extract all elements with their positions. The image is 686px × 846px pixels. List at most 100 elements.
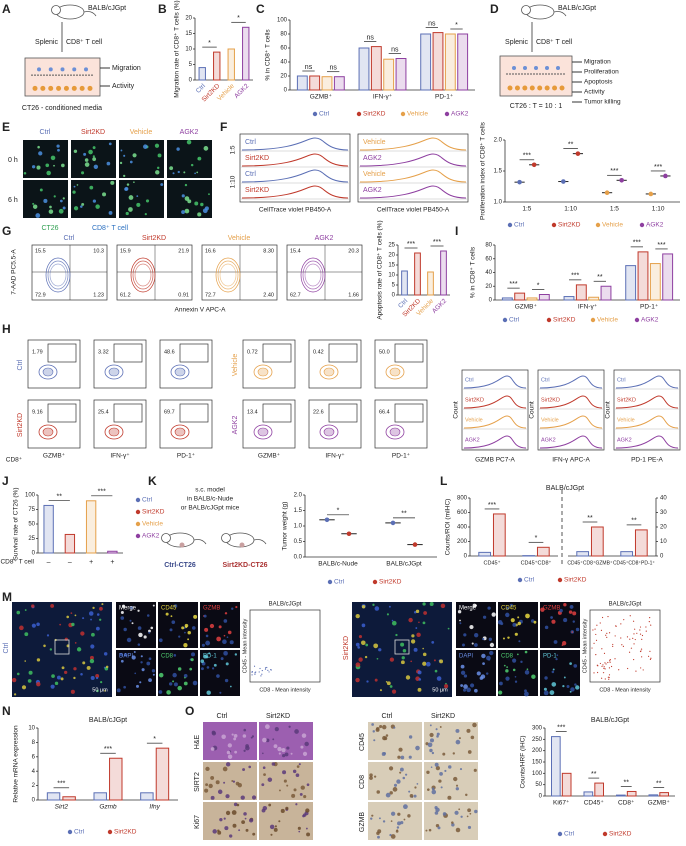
scatter-point [647,655,650,657]
cell [479,676,484,680]
cell [550,616,553,619]
cell [96,613,100,616]
cell [219,818,223,822]
cell [395,633,398,637]
cell [35,213,41,218]
cell [429,748,433,753]
cell [517,621,521,626]
cell [131,655,136,660]
y-tick-label: 4 [32,769,36,775]
cell [38,151,43,156]
cell [31,165,36,169]
contour [38,364,58,380]
label: BALB/cJGpt [609,602,642,608]
bar [213,51,221,81]
cell [431,751,435,755]
cell [95,673,100,678]
cell [575,685,580,690]
cell [433,659,436,662]
cell [165,612,169,616]
cell [154,143,160,148]
cell [411,634,415,638]
cell [422,652,427,657]
y-axis-label: Survival rate of CT26 (%) [13,488,20,561]
scatter-point [605,634,607,636]
cell [66,615,70,619]
cell [552,85,558,91]
scatter-point [629,638,631,640]
cell [291,793,296,798]
cell [431,787,435,791]
cell [469,624,474,630]
dot [346,531,352,537]
label: AGK2 [232,416,239,435]
cell [268,803,272,807]
sig-label: * [153,736,156,743]
scatter-point [615,625,617,627]
scatter-point [623,619,625,621]
cell [286,784,289,787]
panel-letter: N [2,704,11,718]
cell [439,726,442,728]
label: Merge [459,606,477,612]
cell [53,195,56,198]
cell [300,785,305,790]
cell [428,828,432,832]
sig-label: *** [104,746,112,753]
bar [414,252,421,296]
cell [277,746,282,752]
gate [113,403,143,423]
cell [21,685,27,690]
y-tick-label: 2.0 [494,138,503,144]
cell [211,667,215,670]
y-tick-label: 20 [485,284,492,290]
cell [409,794,414,798]
y-tick-label: 300 [532,726,543,732]
cell [177,685,182,691]
bar [309,75,321,91]
cell [422,602,426,606]
legend-label: Ctrl [564,831,575,838]
cell [417,687,422,692]
cell [389,685,393,688]
legend-label: Sirt2KD [142,509,165,516]
cell [225,810,231,816]
mouse-tail [253,539,267,545]
cell [371,814,374,817]
y-tick-label: 40 [485,270,492,276]
cell [37,145,40,149]
cell [430,766,433,769]
cell [223,619,228,623]
tcell [534,66,538,70]
cell [431,641,435,644]
cell [459,622,462,625]
cell [158,638,163,643]
flow-frame [308,339,362,389]
cell [377,835,380,839]
cell [145,199,150,203]
cell [220,657,224,661]
label: Ctrl-CT26 [164,562,196,569]
cell [71,622,75,627]
cell [129,606,134,610]
y-tick-label: 1.0 [494,200,503,206]
cell [262,752,264,755]
gate [394,403,424,423]
cell [140,655,143,658]
cell [422,661,427,666]
panel-letter: O [185,704,194,718]
cell [506,606,510,610]
bar [620,551,634,557]
cell [283,779,287,783]
label: Ctrl [64,235,75,242]
dot [324,517,330,523]
cell [208,783,213,789]
cell [355,613,360,619]
x-tick-label: GZMB⁺ [515,304,538,311]
legend-label: Vehicle [142,521,163,528]
label: GZMB [203,606,220,612]
panel-letter: A [2,2,11,16]
bar [616,794,626,797]
bar [43,504,54,554]
legend-label: Ctrl [334,579,345,586]
